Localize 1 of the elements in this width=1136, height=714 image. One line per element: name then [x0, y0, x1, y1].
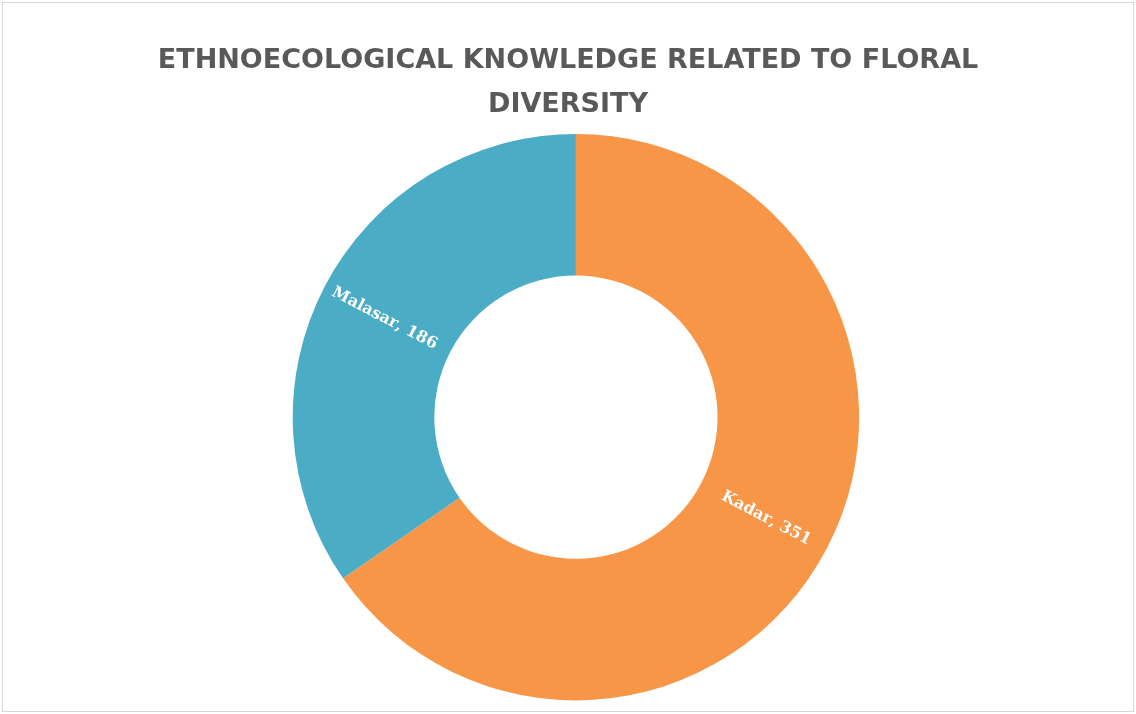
chart-title: ETHNOECOLOGICAL KNOWLEDGE RELATED TO FLORAL DIVERSITY [157, 42, 979, 118]
